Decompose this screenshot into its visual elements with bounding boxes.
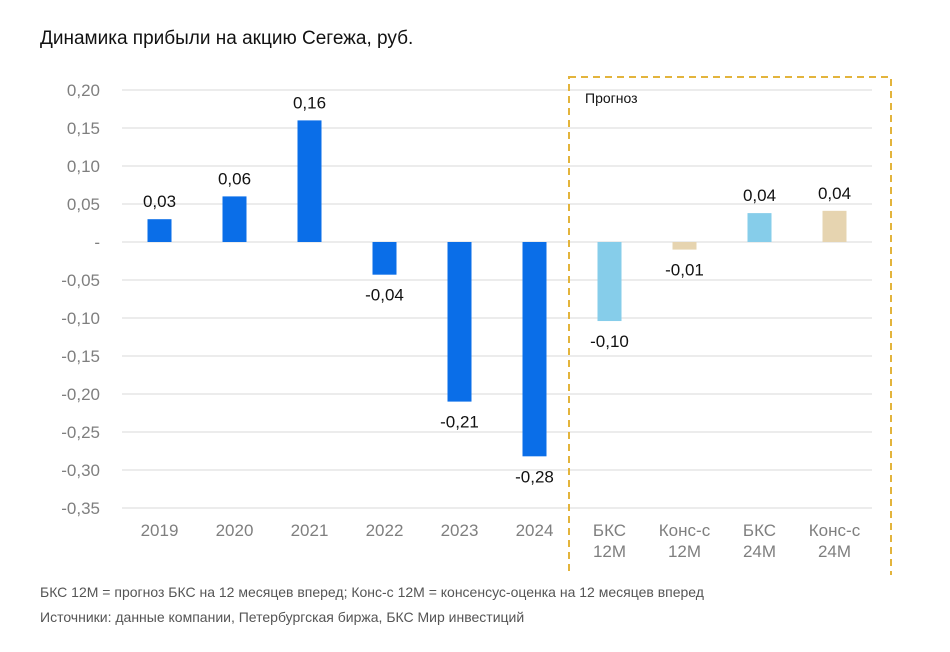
data-labels: 0,03 0,06 0,16 -0,04 -0,21 -0,28 -0,10 -0,01 0,0… [143, 93, 851, 486]
y-tick-label: -0,10 [61, 309, 100, 328]
y-axis-tick-labels: 0,20 0,15 0,10 0,05 - -0,05 -0,10 -0,15 -0,20 -0,… [61, 81, 100, 518]
forecast-box [568, 76, 892, 575]
x-tick-label-line2: 24M [818, 542, 851, 561]
bar [447, 242, 472, 402]
y-tick-label: -0,05 [61, 271, 100, 290]
x-tick-label: БКС [593, 521, 626, 540]
y-tick-label: -0,15 [61, 347, 100, 366]
grid-lines [122, 89, 872, 509]
data-label: 0,03 [143, 192, 176, 211]
y-tick-label: 0,05 [67, 195, 100, 214]
x-axis-tick-labels: 2019 2020 2021 2022 2023 2024 БКС 12M Конс-с 12M Б… [141, 521, 861, 561]
data-label: -0,04 [365, 286, 404, 305]
x-tick-label: 2024 [516, 521, 554, 540]
x-tick-label-line2: 12M [593, 542, 626, 561]
x-tick-label: 2022 [366, 521, 404, 540]
x-tick-label: 2021 [291, 521, 329, 540]
y-tick-label: -0,35 [61, 499, 100, 518]
chart-title: Динамика прибыли на акцию Сегежа, руб. [40, 28, 414, 49]
x-tick-label: Конс-с [659, 521, 711, 540]
bars [147, 120, 847, 457]
forecast-label: Прогноз [585, 90, 638, 106]
y-tick-label: 0,20 [67, 81, 100, 100]
bar [822, 210, 847, 242]
bar [297, 120, 322, 242]
eps-bar-chart: 0,20 0,15 0,10 0,05 - -0,05 -0,10 -0,15 -0,20 -0,… [61, 76, 892, 575]
bar [222, 196, 247, 242]
data-label: -0,01 [665, 261, 704, 280]
data-label: -0,21 [440, 413, 479, 432]
x-tick-label-line2: 24M [743, 542, 776, 561]
x-tick-label: Конс-с [809, 521, 861, 540]
x-tick-label: 2019 [141, 521, 179, 540]
y-tick-label: - [94, 233, 100, 252]
bar [522, 242, 547, 457]
bar [672, 242, 697, 250]
x-tick-label-line2: 12M [668, 542, 701, 561]
data-label: -0,28 [515, 467, 554, 486]
y-tick-label: -0,30 [61, 461, 100, 480]
bar [372, 242, 397, 275]
x-tick-label: БКС [743, 521, 776, 540]
forecast-region: Прогноз [568, 76, 892, 575]
x-tick-label: 2020 [216, 521, 254, 540]
footnote-abbreviations: БКС 12М = прогноз БКС на 12 месяцев впер… [40, 584, 704, 600]
y-tick-label: 0,15 [67, 119, 100, 138]
data-label: -0,10 [590, 332, 629, 351]
bar [747, 213, 772, 242]
y-tick-label: -0,25 [61, 423, 100, 442]
x-tick-label: 2023 [441, 521, 479, 540]
data-label: 0,04 [743, 186, 776, 205]
footnote-sources: Источники: данные компании, Петербургска… [40, 609, 525, 625]
data-label: 0,16 [293, 93, 326, 112]
data-label: 0,06 [218, 169, 251, 188]
y-tick-label: -0,20 [61, 385, 100, 404]
y-tick-label: 0,10 [67, 157, 100, 176]
data-label: 0,04 [818, 184, 851, 203]
bar [597, 242, 622, 322]
bar [147, 219, 172, 242]
